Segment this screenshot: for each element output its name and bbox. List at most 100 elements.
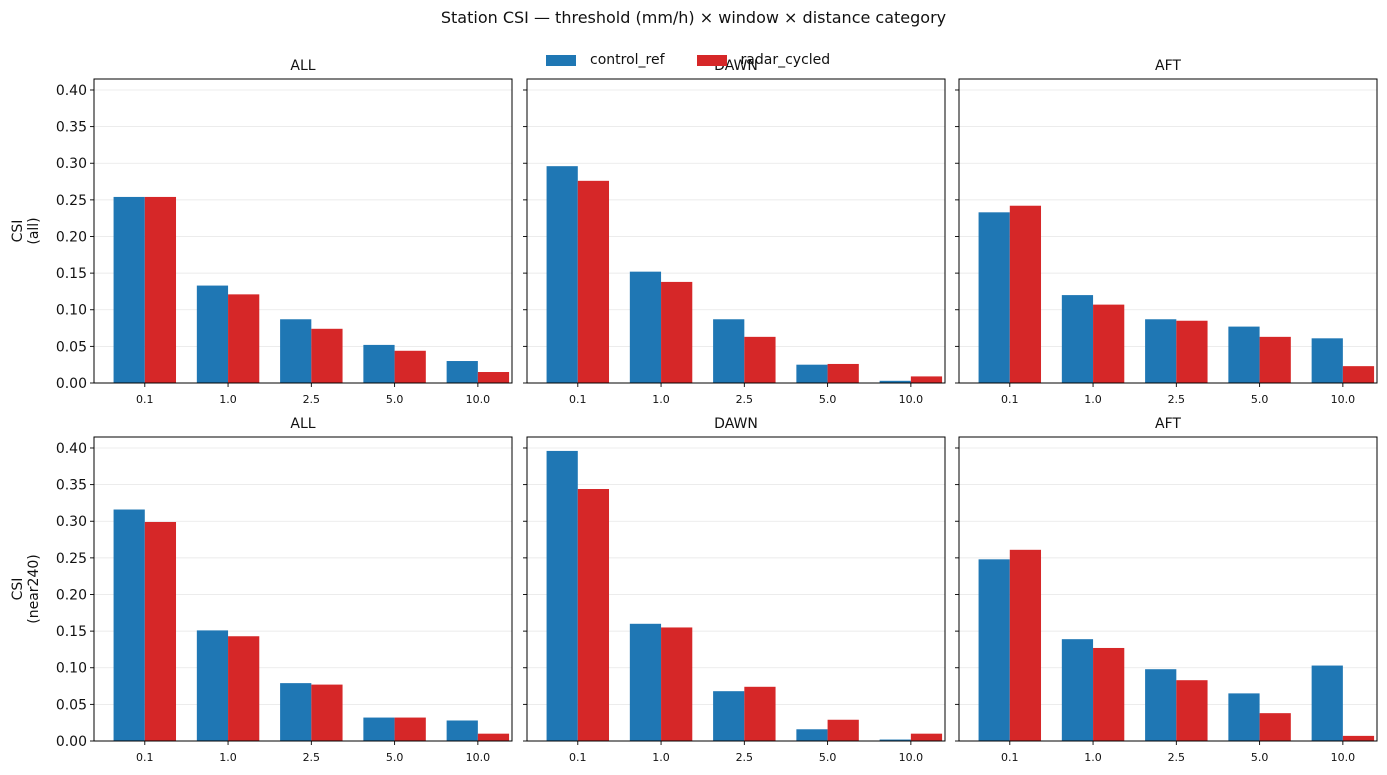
y-tick-label: 0.20 xyxy=(56,229,87,245)
bar-control-ref-0.1 xyxy=(978,212,1010,383)
bar-control-ref-2.5 xyxy=(280,319,312,383)
figure-title: Station CSI — threshold (mm/h) × window … xyxy=(440,8,947,27)
bar-control-ref-5.0 xyxy=(363,344,395,383)
x-tick-label: 1.0 xyxy=(652,393,670,406)
y-axis-label-line: (all) xyxy=(26,217,42,244)
x-tick-label: 10.0 xyxy=(466,751,491,764)
legend-swatch-radar-cycled xyxy=(696,54,727,66)
bar-radar-cycled-0.1 xyxy=(144,196,177,383)
bar-control-ref-2.5 xyxy=(713,319,745,383)
x-tick-label: 5.0 xyxy=(386,393,404,406)
y-axis-label-line: CSI xyxy=(10,578,26,601)
x-tick-label: 2.5 xyxy=(736,751,754,764)
bar-radar-cycled-2.5 xyxy=(1176,680,1208,741)
bar-control-ref-10.0 xyxy=(446,720,478,741)
legend-label-control-ref: control_ref xyxy=(590,52,665,68)
subplot-1: 0.00 0.05 0.10 0.15 0.20 0.25 0.30 0.35 0.40 0.1 1… xyxy=(10,58,513,406)
y-tick-label: 0.05 xyxy=(56,339,87,355)
x-tick-label: 2.5 xyxy=(1168,751,1186,764)
y-tick-label: 0.30 xyxy=(56,156,87,172)
subplot-title: DAWN xyxy=(714,416,758,432)
y-tick-label: 0.05 xyxy=(56,697,87,713)
bar-control-ref-10.0 xyxy=(1311,665,1343,741)
bar-control-ref-2.5 xyxy=(280,683,312,741)
bar-radar-cycled-5.0 xyxy=(1259,713,1291,741)
bar-radar-cycled-1.0 xyxy=(661,281,693,383)
bar-radar-cycled-10.0 xyxy=(910,376,943,383)
bar-radar-cycled-5.0 xyxy=(827,719,859,741)
subplot-title: AFT xyxy=(1155,58,1181,74)
x-tick-label: 5.0 xyxy=(1251,751,1269,764)
bar-control-ref-2.5 xyxy=(1145,319,1177,383)
bar-radar-cycled-10.0 xyxy=(910,733,943,741)
legend-swatch-control-ref xyxy=(546,54,576,66)
bar-control-ref-0.1 xyxy=(113,196,145,383)
axes-frame xyxy=(958,436,1378,742)
bar-control-ref-10.0 xyxy=(1311,338,1343,383)
x-tick-label: 0.1 xyxy=(136,751,154,764)
subplot-title: AFT xyxy=(1155,416,1181,432)
bar-control-ref-0.1 xyxy=(546,166,578,383)
y-tick-label: 0.35 xyxy=(56,478,87,494)
y-axis-label-line: (near240) xyxy=(26,554,42,623)
bar-control-ref-10.0 xyxy=(879,380,911,383)
bar-control-ref-10.0 xyxy=(879,739,911,741)
bar-control-ref-0.1 xyxy=(978,559,1010,741)
x-tick-label: 1.0 xyxy=(652,751,670,764)
y-tick-label: 0.15 xyxy=(56,266,87,282)
y-tick-label: 0.10 xyxy=(56,303,87,319)
x-tick-label: 0.1 xyxy=(136,393,154,406)
subplot-4: 0.00 0.05 0.10 0.15 0.20 0.25 0.30 0.35 0.40 0.1 1… xyxy=(10,416,513,764)
bar-radar-cycled-0.1 xyxy=(1009,549,1042,741)
bar-radar-cycled-10.0 xyxy=(477,733,510,741)
y-axis-label: CSI(all) xyxy=(10,217,42,244)
x-tick-label: 10.0 xyxy=(899,393,924,406)
subplot-6: 0.1 1.0 2.5 5.0 10.0 AFT xyxy=(955,416,1378,764)
x-tick-label: 5.0 xyxy=(1251,393,1269,406)
bar-radar-cycled-2.5 xyxy=(1176,320,1208,383)
bar-radar-cycled-2.5 xyxy=(744,336,776,383)
y-axis-label: CSI(near240) xyxy=(10,554,42,623)
bar-control-ref-1.0 xyxy=(629,623,662,741)
bar-control-ref-0.1 xyxy=(546,450,578,741)
legend-item-control-ref: control_ref xyxy=(546,52,665,68)
x-tick-label: 1.0 xyxy=(219,751,237,764)
bar-radar-cycled-5.0 xyxy=(394,717,426,741)
y-tick-label: 0.40 xyxy=(56,83,87,99)
subplot-title: ALL xyxy=(290,416,315,432)
bar-control-ref-1.0 xyxy=(629,271,662,383)
bar-radar-cycled-0.1 xyxy=(577,180,610,383)
y-tick-label: 0.20 xyxy=(56,587,87,603)
y-tick-label: 0.00 xyxy=(56,734,87,750)
x-tick-label: 10.0 xyxy=(466,393,491,406)
x-tick-label: 10.0 xyxy=(1331,393,1356,406)
axes-frame xyxy=(93,436,513,742)
bar-control-ref-5.0 xyxy=(1228,326,1260,383)
x-tick-label: 5.0 xyxy=(819,751,837,764)
bar-control-ref-0.1 xyxy=(113,509,145,741)
x-tick-label: 5.0 xyxy=(386,751,404,764)
y-tick-label: 0.35 xyxy=(56,120,87,136)
axes-frame xyxy=(93,78,513,384)
legend-item-radar-cycled: radar_cycled xyxy=(696,52,831,68)
y-tick-label: 0.00 xyxy=(56,376,87,392)
bar-radar-cycled-5.0 xyxy=(1259,336,1291,383)
bar-radar-cycled-10.0 xyxy=(477,372,510,383)
x-tick-label: 1.0 xyxy=(1084,393,1102,406)
subplot-3: 0.1 1.0 2.5 5.0 10.0 AFT xyxy=(955,58,1378,406)
y-axis-label-line: CSI xyxy=(10,220,26,243)
bar-control-ref-1.0 xyxy=(1061,639,1094,741)
bar-control-ref-2.5 xyxy=(1145,669,1177,741)
bar-radar-cycled-0.1 xyxy=(1009,205,1042,383)
x-tick-label: 2.5 xyxy=(303,751,321,764)
bar-radar-cycled-1.0 xyxy=(1093,304,1125,383)
bar-radar-cycled-0.1 xyxy=(144,521,177,741)
bar-control-ref-5.0 xyxy=(1228,693,1260,741)
x-tick-label: 10.0 xyxy=(1331,751,1356,764)
bar-control-ref-1.0 xyxy=(196,630,229,741)
bar-radar-cycled-5.0 xyxy=(827,363,859,383)
x-tick-label: 0.1 xyxy=(569,393,587,406)
subplot-5: 0.1 1.0 2.5 5.0 10.0 DAWN xyxy=(523,416,946,764)
bar-radar-cycled-10.0 xyxy=(1342,735,1375,741)
legend-label-radar-cycled: radar_cycled xyxy=(740,52,831,68)
